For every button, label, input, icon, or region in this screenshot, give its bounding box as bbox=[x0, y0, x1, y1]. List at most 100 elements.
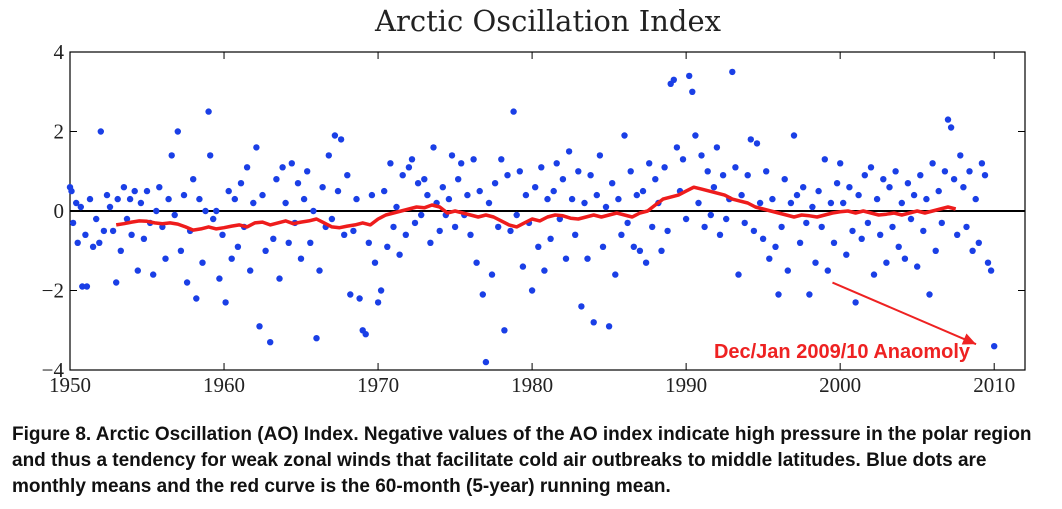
data-point bbox=[140, 235, 148, 242]
data-point bbox=[642, 259, 650, 266]
data-point bbox=[228, 255, 235, 262]
data-point bbox=[883, 259, 890, 266]
data-point bbox=[304, 168, 311, 175]
data-point bbox=[578, 303, 585, 310]
data-point bbox=[901, 255, 909, 262]
data-point bbox=[978, 160, 986, 167]
data-point bbox=[843, 251, 850, 258]
data-point bbox=[837, 160, 844, 167]
data-point bbox=[661, 164, 668, 171]
data-point bbox=[482, 358, 490, 366]
data-point bbox=[565, 148, 573, 155]
data-point bbox=[716, 231, 724, 238]
data-point bbox=[914, 263, 921, 270]
data-point bbox=[701, 223, 708, 231]
data-point bbox=[981, 172, 989, 179]
data-point bbox=[131, 187, 138, 195]
data-point bbox=[374, 299, 382, 306]
data-point bbox=[368, 191, 376, 199]
data-point bbox=[713, 144, 721, 151]
data-point bbox=[793, 191, 801, 199]
data-point bbox=[69, 219, 77, 227]
data-point bbox=[581, 199, 588, 207]
data-point bbox=[910, 191, 918, 199]
data-point bbox=[117, 247, 125, 254]
data-point bbox=[445, 195, 453, 203]
data-point bbox=[390, 223, 397, 231]
data-point bbox=[504, 172, 511, 179]
data-point bbox=[210, 215, 217, 223]
x-tick-label: 1980 bbox=[511, 373, 553, 397]
annotation-arrow bbox=[832, 281, 977, 346]
data-point bbox=[975, 239, 982, 246]
data-point bbox=[68, 187, 75, 195]
data-point bbox=[467, 231, 474, 238]
data-point bbox=[325, 152, 332, 159]
data-point bbox=[83, 283, 91, 290]
data-point bbox=[957, 152, 964, 159]
data-point bbox=[766, 255, 773, 262]
data-point bbox=[365, 239, 372, 246]
annotation-arrowhead bbox=[961, 333, 977, 345]
data-point bbox=[852, 299, 859, 306]
data-point bbox=[747, 136, 754, 143]
data-point bbox=[485, 199, 493, 207]
data-point bbox=[944, 116, 952, 123]
data-point bbox=[294, 180, 302, 187]
data-point bbox=[904, 180, 912, 187]
data-point bbox=[243, 164, 251, 171]
data-point bbox=[213, 207, 220, 215]
data-point bbox=[895, 243, 902, 250]
data-point bbox=[411, 219, 419, 227]
data-point bbox=[907, 215, 915, 223]
data-point bbox=[704, 168, 711, 175]
data-point bbox=[470, 156, 477, 163]
data-point bbox=[870, 271, 878, 278]
data-point bbox=[377, 287, 385, 294]
data-point bbox=[319, 184, 326, 191]
data-point bbox=[476, 187, 483, 195]
data-point bbox=[763, 168, 770, 175]
data-point bbox=[535, 243, 542, 250]
data-point bbox=[384, 243, 391, 250]
data-point bbox=[809, 203, 816, 211]
data-point bbox=[455, 176, 462, 183]
data-point bbox=[800, 184, 807, 191]
data-point bbox=[316, 267, 323, 274]
data-point bbox=[840, 199, 847, 207]
data-point bbox=[877, 231, 884, 238]
data-point bbox=[778, 223, 785, 231]
data-point bbox=[207, 152, 214, 159]
data-point bbox=[867, 164, 875, 171]
data-point bbox=[593, 191, 600, 199]
data-point bbox=[710, 184, 718, 191]
data-point bbox=[741, 219, 748, 227]
data-point bbox=[587, 172, 594, 179]
data-point bbox=[93, 215, 100, 223]
data-point bbox=[430, 144, 437, 151]
data-point bbox=[815, 187, 822, 195]
data-point bbox=[393, 203, 400, 211]
data-point bbox=[735, 271, 742, 278]
data-point bbox=[898, 199, 905, 207]
data-point bbox=[522, 191, 530, 199]
data-point bbox=[350, 227, 357, 235]
data-point bbox=[753, 140, 761, 147]
data-point bbox=[253, 144, 260, 151]
data-point bbox=[451, 223, 459, 231]
data-point bbox=[100, 227, 108, 235]
data-point bbox=[781, 176, 788, 183]
data-point bbox=[106, 203, 114, 211]
data-point bbox=[947, 124, 955, 131]
data-point bbox=[689, 88, 696, 96]
annotation-group: Dec/Jan 2009/10 Anaomoly bbox=[714, 281, 977, 363]
data-point bbox=[707, 211, 714, 219]
data-point bbox=[963, 223, 970, 231]
data-point bbox=[126, 195, 134, 203]
data-point bbox=[222, 299, 229, 306]
running-mean-line bbox=[115, 185, 957, 232]
data-point bbox=[381, 187, 388, 195]
data-point bbox=[658, 247, 665, 254]
data-point bbox=[196, 195, 203, 203]
data-point bbox=[682, 215, 690, 223]
